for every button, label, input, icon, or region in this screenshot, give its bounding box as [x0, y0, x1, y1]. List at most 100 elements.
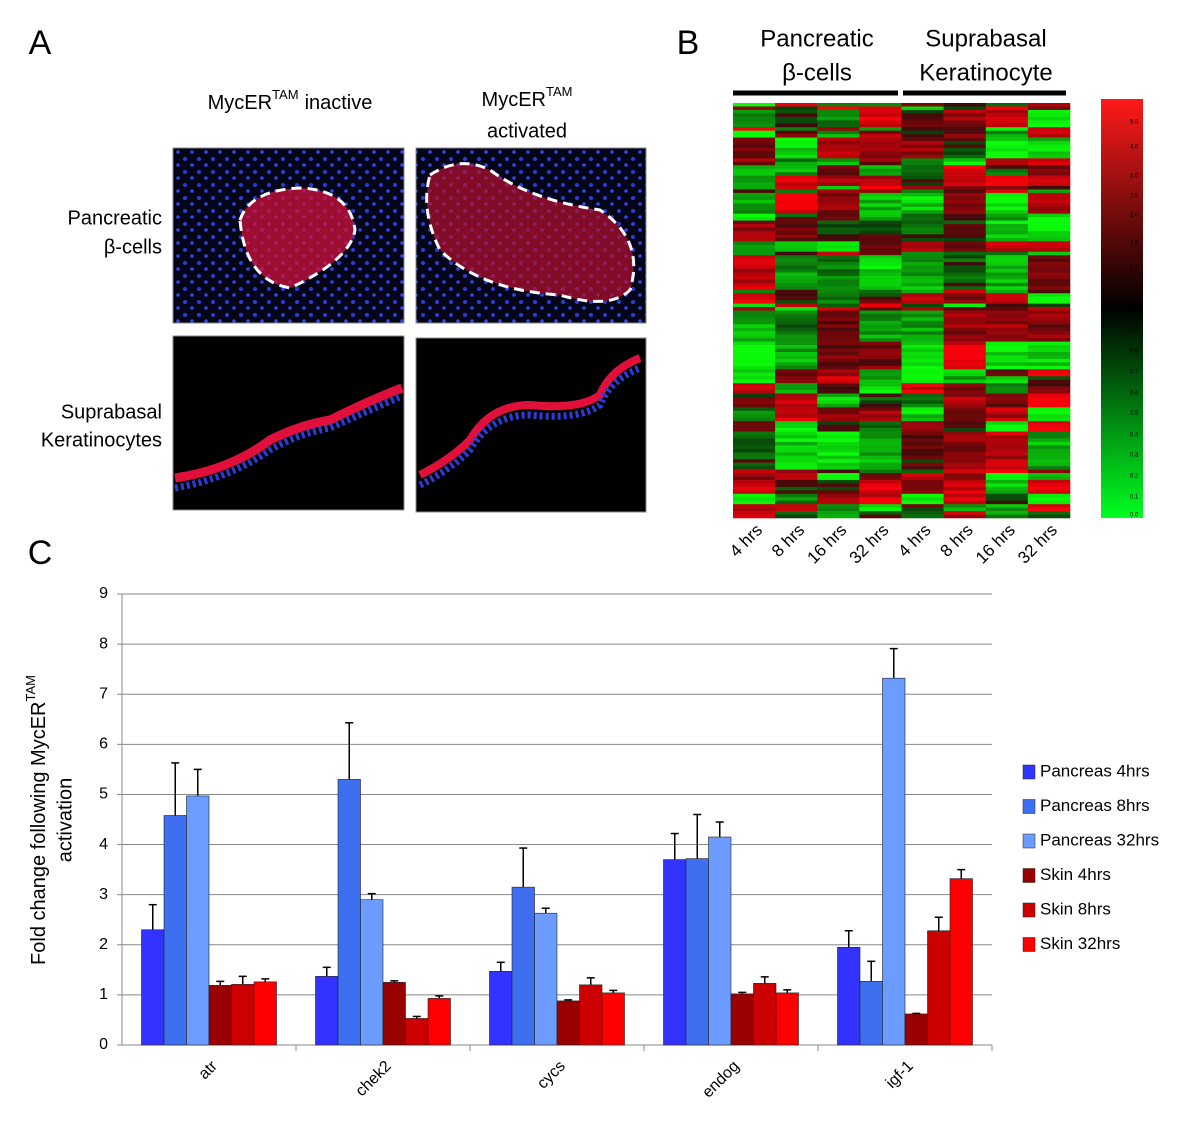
heatmap-cell: [1027, 269, 1071, 273]
heatmap-cell: [901, 303, 944, 308]
heatmap-cell: [901, 255, 944, 259]
heatmap-cell: [1027, 469, 1071, 474]
heatmap-cell: [1027, 352, 1071, 356]
heatmap-cell: [985, 210, 1029, 214]
heatmap-cell: [859, 272, 902, 277]
heatmap-cell: [817, 421, 860, 425]
heatmap-cell: [1027, 390, 1071, 394]
heatmap-cell: [733, 466, 776, 470]
heatmap-cell: [859, 441, 902, 446]
heatmap-cell: [817, 417, 860, 422]
heatmap-cell: [733, 386, 776, 391]
heatmap-cell: [943, 303, 987, 308]
heatmap-cell: [817, 113, 860, 118]
heatmap-cell: [775, 206, 818, 211]
heatmap-cell: [985, 296, 1029, 301]
heatmap-cell: [817, 213, 860, 218]
heatmap-cell: [985, 500, 1029, 505]
heatmap-cell: [859, 251, 902, 256]
heatmap-cell: [1027, 255, 1071, 259]
heatmap-cell: [817, 369, 860, 374]
color-scale-label: 0.9: [1130, 328, 1139, 334]
heatmap-cell: [1027, 324, 1071, 329]
heatmap-cell: [817, 161, 860, 166]
heatmap-cell: [943, 504, 987, 508]
column-header: MycERTAM inactive: [208, 87, 373, 114]
heatmap-cell: [733, 127, 776, 131]
heatmap-cell: [901, 230, 944, 235]
heatmap-cell: [943, 327, 987, 332]
heatmap-cell: [817, 345, 860, 349]
heatmap-cell: [901, 479, 944, 484]
heatmap-cell: [775, 504, 818, 508]
heatmap-cell: [985, 324, 1029, 329]
heatmap-cell: [1027, 410, 1071, 415]
group-label: Pancreatic: [760, 25, 873, 52]
heatmap-cell: [901, 355, 944, 360]
heatmap-cell: [775, 379, 818, 384]
heatmap-cell: [733, 296, 776, 301]
heatmap-cell: [817, 338, 860, 342]
heatmap-cell: [943, 275, 987, 280]
heatmap-cell: [901, 251, 944, 256]
heatmap-cell: [901, 414, 944, 419]
heatmap-cell: [1027, 431, 1071, 436]
heatmap-cell: [985, 165, 1029, 170]
heatmap-cell: [901, 504, 944, 508]
heatmap-cell: [943, 265, 987, 270]
heatmap-cell: [817, 459, 860, 463]
heatmap-cell: [733, 331, 776, 336]
heatmap-cell: [817, 265, 860, 270]
heatmap-cell: [1027, 327, 1071, 332]
heatmap-cell: [817, 248, 860, 253]
heatmap-cell: [817, 141, 860, 145]
heatmap-cell: [859, 445, 902, 450]
heatmap-cell: [943, 428, 987, 432]
heatmap-cell: [733, 203, 776, 208]
heatmap-cell: [733, 313, 776, 318]
heatmap-cell: [817, 355, 860, 360]
y-tick-label: 4: [99, 836, 108, 853]
heatmap-cell: [775, 109, 818, 114]
heatmap-cell: [817, 224, 860, 228]
heatmap-cell: [901, 116, 944, 121]
heatmap-cell: [901, 158, 944, 163]
heatmap-cell: [1027, 234, 1071, 239]
color-scale-label: 0.1: [1130, 495, 1139, 501]
legend-swatch: [1022, 833, 1036, 849]
heatmap-cell: [775, 154, 818, 159]
heatmap-cell: [901, 514, 944, 519]
heatmap-cell: [733, 435, 776, 439]
heatmap-cell: [985, 244, 1029, 249]
heatmap-cell: [901, 386, 944, 391]
heatmap-cell: [733, 262, 776, 266]
heatmap-cell: [943, 486, 987, 491]
heatmap-cell: [943, 455, 987, 460]
heatmap-cell: [817, 168, 860, 173]
heatmap-cell: [775, 400, 818, 405]
heatmap-cell: [733, 220, 776, 225]
heatmap-cell: [817, 251, 860, 256]
heatmap-cell: [859, 383, 902, 387]
x-tick-label: atr: [196, 1057, 222, 1083]
heatmap-cell: [859, 438, 902, 443]
heatmap-cell: [817, 296, 860, 301]
heatmap-cell: [817, 500, 860, 505]
heatmap-cell: [733, 410, 776, 415]
heatmap-cell: [901, 141, 944, 145]
heatmap-cell: [943, 224, 987, 228]
heatmap-cell: [985, 116, 1029, 121]
heatmap-cell: [901, 448, 944, 453]
legend-swatch: [1022, 937, 1036, 952]
heatmap-cell: [775, 127, 818, 131]
x-tick-label: cycs: [534, 1058, 569, 1093]
heatmap-cell: [859, 400, 902, 405]
heatmap-cell: [733, 459, 776, 463]
heatmap-cell: [901, 165, 944, 170]
heatmap-cell: [775, 230, 818, 235]
heatmap-cell: [733, 493, 776, 498]
heatmap-cell: [733, 469, 776, 474]
heatmap-cell: [943, 459, 987, 463]
heatmap-cell: [985, 369, 1029, 374]
heatmap-cell: [1027, 116, 1071, 121]
